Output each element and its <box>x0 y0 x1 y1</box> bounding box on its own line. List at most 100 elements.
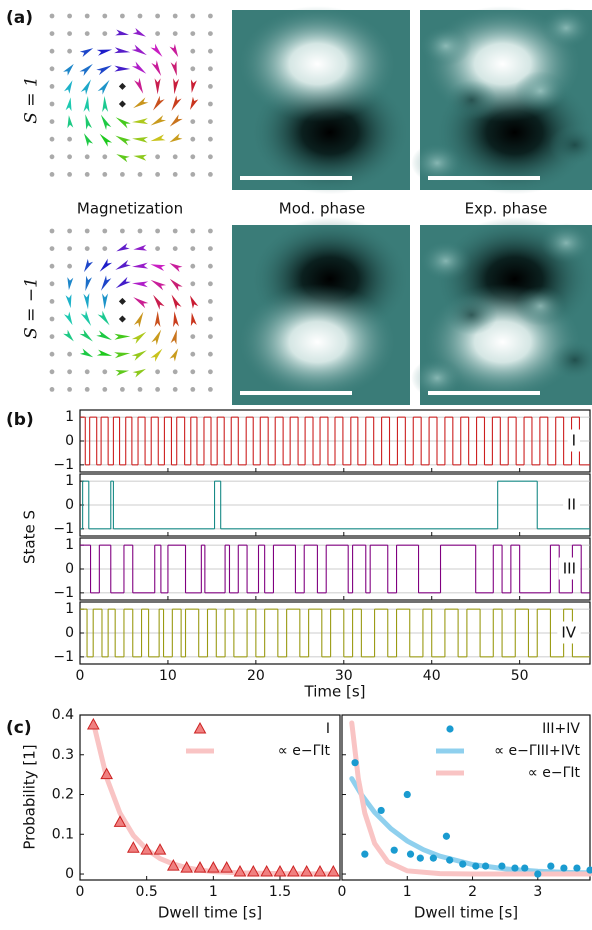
magnet-dot <box>84 154 90 160</box>
magnet-dot <box>190 136 196 142</box>
magnet-arrow <box>169 114 183 127</box>
panel-label: (b) <box>6 410 34 430</box>
x-tick-label: 3 <box>533 884 542 900</box>
x-tick-label: 1.5 <box>269 884 291 900</box>
magnet-dot <box>172 31 178 36</box>
magnet-arrow <box>114 47 131 54</box>
y-tick-label: −1 <box>53 457 74 473</box>
magnet-dot <box>102 172 108 177</box>
magnet-dot <box>190 246 196 252</box>
magnet-arrow <box>67 115 74 129</box>
data-point <box>113 815 127 827</box>
magnet-dot <box>120 387 125 392</box>
x-tick-label: 0 <box>76 668 85 684</box>
magnet-arrow <box>173 78 180 95</box>
magnet-dot <box>102 31 108 36</box>
magnet-dot <box>208 281 213 287</box>
magnet-arrow <box>83 96 90 113</box>
magnet-dot <box>172 154 178 160</box>
x-axis-label: Dwell time [s] <box>414 904 518 922</box>
magnet-arrow <box>190 312 197 326</box>
phase-noise <box>411 358 464 398</box>
magnet-dot <box>120 172 125 177</box>
chart: 0 0.1 0.2 0.3 0.4 0 0.5 1 1.5 (c) Probability [1] D… <box>6 707 341 922</box>
y-tick-label: 0 <box>65 433 74 449</box>
magnet-arrow <box>100 275 112 291</box>
magnet-dot <box>67 228 72 234</box>
magnet-arrow <box>132 262 149 269</box>
magnet-dot <box>49 31 55 36</box>
column-label: Exp. phase <box>465 200 548 218</box>
data-point <box>547 862 555 870</box>
magnet-dot <box>67 387 72 392</box>
magnet-arrow <box>96 65 112 76</box>
panel-label: (a) <box>6 8 33 28</box>
data-point <box>521 864 529 872</box>
magnet-dot <box>49 119 55 124</box>
data-point <box>511 864 519 872</box>
magnet-arrow <box>133 97 149 109</box>
magnet-arrow <box>133 154 147 161</box>
magnet-dot <box>102 246 108 252</box>
scale-bar <box>240 391 352 395</box>
data-point <box>459 860 467 868</box>
data-point <box>166 859 180 871</box>
data-point <box>377 806 385 815</box>
data-point <box>273 865 287 877</box>
magnet-dot <box>208 172 213 177</box>
magnet-arrow <box>154 311 161 328</box>
magnet-arrow <box>100 114 112 131</box>
magnet-arrow <box>63 80 73 94</box>
magnet-arrow <box>169 278 183 292</box>
x-tick-label: 0.5 <box>136 884 158 900</box>
y-tick-label: 1 <box>65 601 74 617</box>
magnet-dot <box>49 13 55 19</box>
magnet-dot <box>120 13 125 19</box>
magnet-dot <box>208 66 213 72</box>
magnet-arrow <box>99 258 113 272</box>
magnet-arrow <box>189 96 199 110</box>
phase-noise <box>419 241 472 281</box>
x-tick-label: 2 <box>468 884 477 900</box>
phase-noise <box>548 125 592 165</box>
magnet-dot <box>84 172 90 177</box>
phase-images <box>49 6 592 405</box>
magnet-dot <box>137 387 143 392</box>
y-tick-label: 0 <box>65 625 74 641</box>
x-tick-label: 1 <box>209 884 218 900</box>
magnet-dot <box>208 84 213 89</box>
magnet-dot <box>67 351 72 357</box>
x-tick-label: 40 <box>423 668 441 684</box>
magnet-arrow <box>114 352 131 359</box>
y-tick-label: −1 <box>53 649 74 665</box>
magnet-dot <box>190 172 196 177</box>
magnet-dot <box>208 154 213 160</box>
chart: 1 0 −1 III <box>53 537 591 601</box>
phase-noise <box>514 71 567 111</box>
magnet-core <box>118 315 126 323</box>
y-tick-label: −1 <box>53 585 74 601</box>
magnet-dot <box>49 228 55 234</box>
magnet-dot <box>190 154 196 160</box>
magnet-arrow <box>150 348 163 362</box>
y-tick-label: 0 <box>65 561 74 577</box>
phase-noise <box>445 80 498 120</box>
chart: 1 0 −1 II <box>53 473 591 537</box>
phase-noise <box>445 295 498 335</box>
y-tick-label: 1 <box>65 473 74 489</box>
magnet-arrow <box>114 333 131 340</box>
magnet-dot <box>49 246 55 252</box>
data-point <box>416 854 424 862</box>
magnet-dot <box>190 119 196 124</box>
data-point <box>586 866 592 874</box>
magnet-dot <box>49 136 55 142</box>
data-point <box>472 862 480 870</box>
column-label: Mod. phase <box>279 200 365 218</box>
magnet-arrow <box>132 27 146 37</box>
magnet-dot <box>137 228 143 234</box>
legend-label: I <box>326 721 330 737</box>
magnet-arrow <box>67 277 74 291</box>
scale-bar <box>428 176 540 180</box>
